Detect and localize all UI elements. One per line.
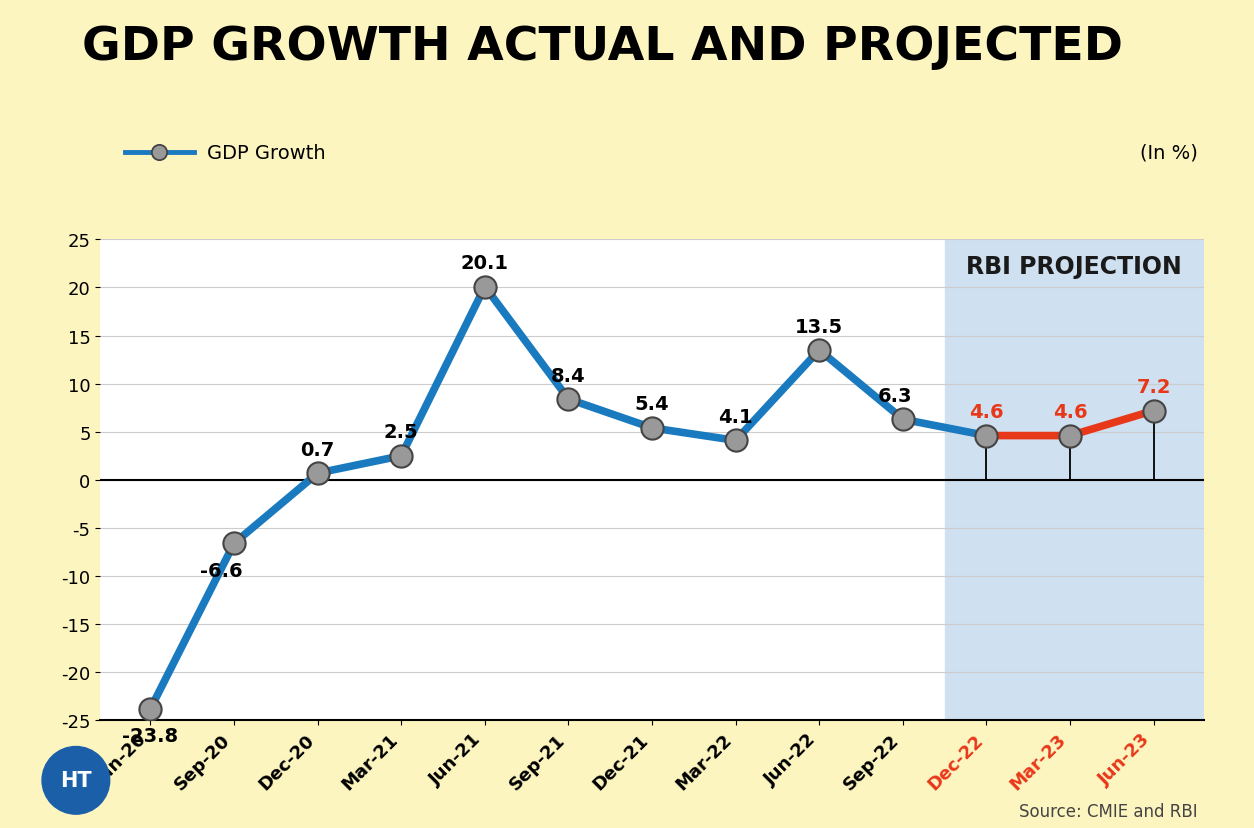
Text: -6.6: -6.6 bbox=[201, 561, 243, 580]
Circle shape bbox=[43, 747, 109, 814]
Text: 5.4: 5.4 bbox=[635, 395, 670, 414]
Text: HT: HT bbox=[60, 770, 92, 791]
Bar bbox=[944, 240, 1204, 720]
Text: GDP GROWTH ACTUAL AND PROJECTED: GDP GROWTH ACTUAL AND PROJECTED bbox=[82, 25, 1122, 70]
Text: Source: CMIE and RBI: Source: CMIE and RBI bbox=[1020, 802, 1198, 820]
Text: 13.5: 13.5 bbox=[795, 317, 844, 336]
Text: 4.6: 4.6 bbox=[969, 402, 1003, 421]
Text: 2.5: 2.5 bbox=[384, 423, 419, 442]
Text: 4.1: 4.1 bbox=[719, 407, 752, 426]
Text: (In %): (In %) bbox=[1140, 144, 1198, 162]
Text: 0.7: 0.7 bbox=[301, 440, 335, 459]
Text: -23.8: -23.8 bbox=[123, 726, 178, 745]
Text: 4.6: 4.6 bbox=[1053, 402, 1087, 421]
Text: GDP Growth: GDP Growth bbox=[207, 144, 326, 162]
Text: 6.3: 6.3 bbox=[878, 387, 912, 406]
Text: 20.1: 20.1 bbox=[461, 254, 509, 272]
Text: 7.2: 7.2 bbox=[1136, 378, 1171, 397]
Text: 8.4: 8.4 bbox=[552, 366, 586, 385]
Text: RBI PROJECTION: RBI PROJECTION bbox=[967, 254, 1183, 278]
